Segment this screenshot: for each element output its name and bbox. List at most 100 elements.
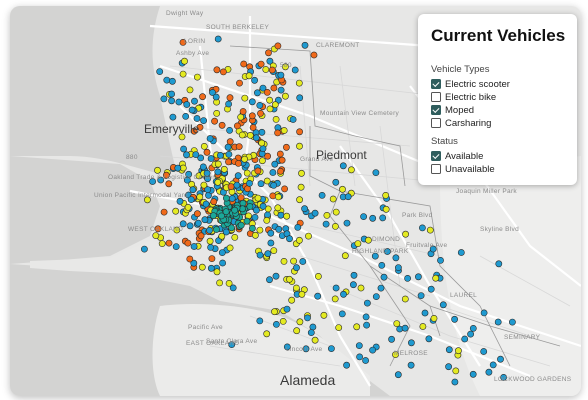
vehicle-marker[interactable] — [272, 272, 280, 280]
vehicle-marker[interactable] — [207, 155, 215, 162]
vehicle-marker[interactable] — [283, 212, 291, 220]
vehicle-marker[interactable] — [355, 342, 363, 349]
vehicle-marker[interactable] — [199, 93, 206, 101]
vehicle-marker[interactable] — [283, 305, 291, 313]
vehicle-marker[interactable] — [451, 378, 459, 386]
vehicle-marker[interactable] — [200, 117, 207, 124]
vehicle-marker[interactable] — [262, 66, 270, 73]
vehicle-marker[interactable] — [245, 72, 253, 80]
vehicle-marker[interactable] — [293, 327, 301, 335]
vehicle-marker[interactable] — [179, 220, 187, 228]
vehicle-marker[interactable] — [206, 237, 214, 245]
vehicle-marker[interactable] — [207, 264, 215, 272]
vehicle-marker[interactable] — [339, 185, 346, 193]
vehicle-marker[interactable] — [257, 60, 265, 68]
vehicle-marker[interactable] — [256, 102, 264, 109]
vehicle-marker[interactable] — [226, 94, 234, 102]
vehicle-marker[interactable] — [200, 142, 208, 150]
vehicle-marker[interactable] — [190, 259, 198, 267]
vehicle-marker[interactable] — [437, 256, 444, 264]
vehicle-marker[interactable] — [214, 160, 222, 168]
vehicle-marker[interactable] — [497, 355, 504, 363]
vehicle-marker[interactable] — [202, 200, 210, 208]
vehicle-marker[interactable] — [344, 193, 352, 201]
checkbox-moped[interactable] — [431, 105, 441, 115]
vehicle-marker[interactable] — [206, 135, 214, 142]
vehicle-marker[interactable] — [168, 77, 176, 85]
vehicle-marker[interactable] — [225, 150, 233, 158]
vehicle-marker[interactable] — [225, 279, 233, 287]
vehicle-marker[interactable] — [173, 226, 181, 234]
vehicle-marker[interactable] — [407, 339, 415, 347]
vehicle-marker[interactable] — [218, 212, 225, 220]
vehicle-marker[interactable] — [296, 318, 304, 326]
vehicle-marker[interactable] — [219, 259, 226, 267]
vehicle-marker[interactable] — [314, 272, 322, 280]
vehicle-marker[interactable] — [419, 323, 427, 330]
vehicle-marker[interactable] — [253, 89, 261, 97]
vehicle-marker[interactable] — [190, 243, 198, 250]
vehicle-marker[interactable] — [200, 181, 208, 189]
vehicle-marker[interactable] — [283, 343, 291, 351]
vehicle-marker[interactable] — [356, 353, 363, 361]
vehicle-marker[interactable] — [259, 202, 267, 210]
vehicle-marker[interactable] — [228, 224, 235, 232]
vehicle-marker[interactable] — [248, 98, 256, 106]
vehicle-marker[interactable] — [216, 279, 223, 287]
vehicle-marker[interactable] — [220, 165, 228, 173]
vehicle-marker[interactable] — [360, 213, 367, 220]
vehicle-marker[interactable] — [467, 330, 474, 338]
vehicle-marker[interactable] — [271, 160, 279, 168]
vehicle-marker[interactable] — [305, 232, 312, 240]
vehicle-marker[interactable] — [256, 251, 264, 259]
vehicle-marker[interactable] — [265, 49, 272, 57]
vehicle-marker[interactable] — [196, 193, 204, 201]
vehicle-marker[interactable] — [257, 180, 265, 188]
vehicle-marker[interactable] — [218, 232, 226, 240]
vehicle-marker[interactable] — [452, 367, 460, 375]
vehicle-marker[interactable] — [277, 71, 285, 79]
vehicle-marker[interactable] — [394, 371, 402, 379]
vehicle-marker[interactable] — [258, 128, 266, 136]
vehicle-marker[interactable] — [274, 129, 281, 137]
vehicle-marker[interactable] — [264, 250, 272, 258]
vehicle-marker[interactable] — [369, 346, 376, 354]
vehicle-marker[interactable] — [212, 93, 220, 101]
filter-carsharing[interactable]: Carsharing — [431, 117, 491, 129]
vehicle-marker[interactable] — [269, 169, 277, 176]
vehicle-marker[interactable] — [377, 284, 385, 292]
vehicle-marker[interactable] — [314, 292, 322, 300]
vehicle-marker[interactable] — [197, 154, 205, 162]
vehicle-marker[interactable] — [188, 106, 196, 114]
vehicle-marker[interactable] — [187, 196, 195, 203]
vehicle-marker[interactable] — [285, 275, 293, 283]
vehicle-marker[interactable] — [204, 186, 212, 193]
vehicle-marker[interactable] — [248, 224, 256, 232]
vehicle-marker[interactable] — [271, 101, 279, 109]
vehicle-marker[interactable] — [234, 172, 242, 180]
vehicle-marker[interactable] — [192, 151, 200, 158]
vehicle-marker[interactable] — [239, 108, 247, 115]
vehicle-marker[interactable] — [311, 336, 319, 344]
vehicle-marker[interactable] — [331, 222, 339, 230]
vehicle-marker[interactable] — [280, 257, 288, 265]
vehicle-marker[interactable] — [246, 131, 254, 139]
vehicle-marker[interactable] — [236, 79, 243, 87]
filter-unavailable[interactable]: Unavailable — [431, 163, 495, 175]
filter-electric-scooter[interactable]: Electric scooter — [431, 78, 510, 90]
vehicle-marker[interactable] — [421, 309, 429, 317]
vehicle-marker[interactable] — [172, 243, 180, 250]
vehicle-marker[interactable] — [401, 324, 409, 332]
vehicle-marker[interactable] — [211, 117, 218, 125]
vehicle-marker[interactable] — [235, 143, 243, 150]
vehicle-marker[interactable] — [233, 181, 241, 189]
vehicle-marker[interactable] — [213, 268, 221, 276]
vehicle-marker[interactable] — [347, 166, 355, 174]
vehicle-marker[interactable] — [392, 254, 400, 262]
vehicle-marker[interactable] — [238, 131, 246, 139]
vehicle-marker[interactable] — [209, 212, 217, 219]
vehicle-marker[interactable] — [439, 301, 447, 309]
vehicle-marker[interactable] — [320, 311, 328, 319]
vehicle-marker[interactable] — [380, 273, 388, 281]
vehicle-marker[interactable] — [393, 320, 401, 327]
